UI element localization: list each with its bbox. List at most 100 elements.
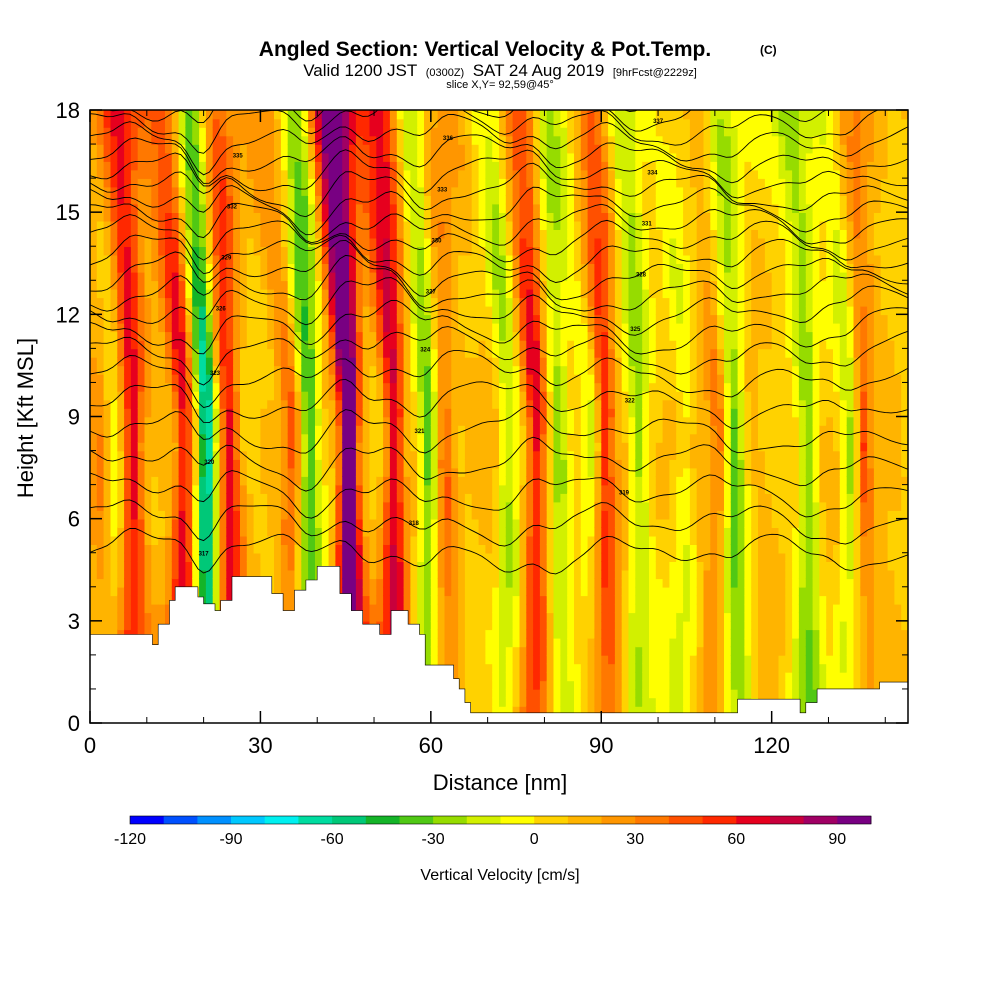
velocity-cell <box>205 459 214 469</box>
velocity-cell <box>485 442 493 452</box>
velocity-cell <box>315 476 323 486</box>
velocity-cell <box>315 527 323 537</box>
velocity-cell <box>389 501 398 511</box>
velocity-cell <box>253 450 262 460</box>
velocity-cell <box>274 476 282 486</box>
velocity-cell <box>219 484 228 494</box>
velocity-cell <box>355 195 364 205</box>
velocity-cell <box>512 527 521 537</box>
velocity-cell <box>151 552 159 562</box>
velocity-cell <box>444 288 453 299</box>
velocity-cell <box>458 578 466 588</box>
velocity-cell <box>546 195 555 205</box>
velocity-cell <box>464 501 473 511</box>
velocity-cell <box>478 178 487 188</box>
velocity-cell <box>512 237 521 247</box>
velocity-cell <box>253 254 262 264</box>
velocity-cell <box>437 637 446 648</box>
velocity-cell <box>519 178 528 188</box>
velocity-cell <box>492 178 500 188</box>
velocity-cell <box>519 450 528 460</box>
velocity-cell <box>539 697 548 707</box>
velocity-cell <box>178 263 187 273</box>
velocity-cell <box>451 178 459 188</box>
velocity-cell <box>192 127 200 137</box>
velocity-cell <box>205 254 214 264</box>
velocity-cell <box>90 263 98 273</box>
velocity-cell <box>321 280 330 290</box>
velocity-cell <box>471 442 480 452</box>
velocity-cell <box>280 476 289 486</box>
velocity-cell <box>519 382 528 392</box>
velocity-cell <box>437 203 446 213</box>
velocity-cell <box>553 442 562 452</box>
velocity-cell <box>96 373 105 384</box>
velocity-cell <box>444 220 453 230</box>
velocity-cell <box>355 152 364 162</box>
velocity-cell <box>90 169 98 179</box>
velocity-cell <box>437 280 446 290</box>
velocity-cell <box>505 382 514 392</box>
velocity-cell <box>464 688 473 699</box>
velocity-cell <box>308 450 316 460</box>
velocity-cell <box>308 178 316 188</box>
velocity-cell <box>403 144 412 154</box>
velocity-cell <box>274 510 282 520</box>
velocity-cell <box>355 254 364 264</box>
velocity-cell <box>376 229 384 239</box>
velocity-cell <box>512 603 521 614</box>
velocity-cell <box>444 365 453 375</box>
velocity-cell <box>430 391 439 401</box>
velocity-cell <box>267 135 275 145</box>
velocity-cell <box>246 476 255 486</box>
velocity-cell <box>274 450 282 460</box>
velocity-cell <box>205 586 214 597</box>
velocity-cell <box>519 518 528 528</box>
velocity-cell <box>499 433 507 443</box>
velocity-cell <box>499 629 507 639</box>
velocity-cell <box>464 203 473 213</box>
velocity-cell <box>219 212 228 222</box>
velocity-cell <box>253 331 262 341</box>
velocity-cell <box>519 305 528 316</box>
velocity-cell <box>383 288 391 299</box>
velocity-cell <box>403 220 412 230</box>
velocity-cell <box>253 178 262 188</box>
velocity-cell <box>240 365 248 375</box>
velocity-cell <box>505 442 514 452</box>
velocity-cell <box>171 348 180 358</box>
velocity-cell <box>199 288 207 299</box>
velocity-cell <box>376 356 384 367</box>
velocity-cell <box>294 442 303 452</box>
velocity-cell <box>451 220 459 230</box>
velocity-cell <box>519 161 528 171</box>
velocity-cell <box>144 510 153 520</box>
velocity-cell <box>539 569 548 580</box>
velocity-cell <box>430 510 439 520</box>
velocity-cell <box>369 203 378 213</box>
velocity-cell <box>533 305 541 316</box>
velocity-cell <box>199 408 207 418</box>
velocity-cell <box>417 612 425 622</box>
velocity-cell <box>158 527 166 537</box>
velocity-cell <box>199 339 207 350</box>
velocity-cell <box>219 356 228 367</box>
velocity-cell <box>376 314 384 324</box>
velocity-cell <box>505 161 514 171</box>
velocity-cell <box>90 178 98 188</box>
velocity-cell <box>315 442 323 452</box>
velocity-cell <box>158 331 166 341</box>
velocity-cell <box>464 476 473 486</box>
velocity-cell <box>233 186 241 196</box>
velocity-cell <box>478 646 487 656</box>
velocity-cell <box>478 535 487 545</box>
velocity-cell <box>130 535 139 545</box>
velocity-cell <box>328 382 337 392</box>
velocity-cell <box>403 459 412 469</box>
velocity-cell <box>158 152 166 162</box>
velocity-cell <box>389 459 398 469</box>
velocity-cell <box>417 322 425 333</box>
velocity-cell <box>410 110 418 120</box>
velocity-cell <box>165 425 173 435</box>
velocity-cell <box>90 467 98 477</box>
